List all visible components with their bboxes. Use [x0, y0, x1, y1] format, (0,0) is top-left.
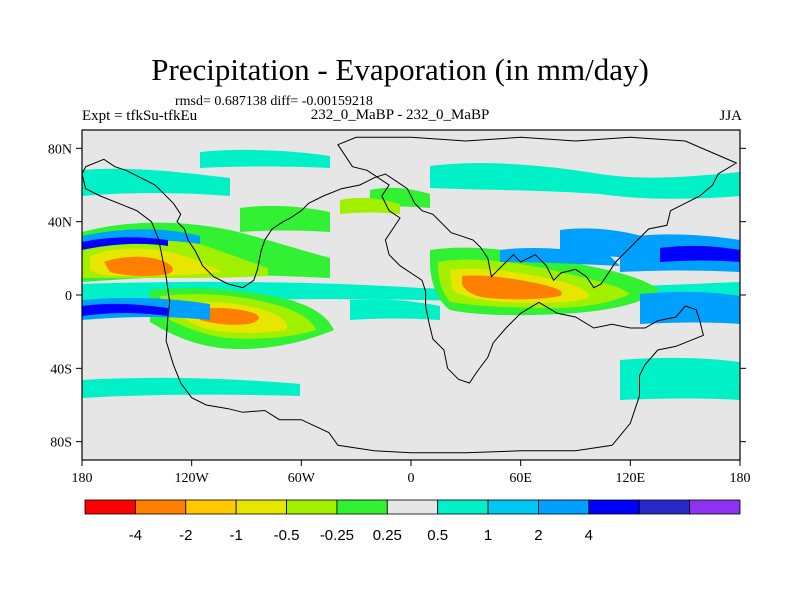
- colorbar-label: 1: [484, 527, 492, 544]
- lat-tick-label: 40N: [48, 216, 72, 231]
- lat-tick-label: 80N: [48, 142, 72, 157]
- lat-tick-label: 40S: [50, 362, 72, 377]
- lon-tick-label: 180: [730, 471, 751, 486]
- lon-tick-label: 0: [408, 471, 415, 486]
- colorbar-label: -1: [229, 527, 242, 544]
- field-patch: [240, 205, 330, 232]
- field-patch: [82, 377, 300, 398]
- lon-tick-label: 60W: [288, 471, 316, 486]
- colorbar-swatch: [437, 499, 489, 515]
- field-patch: [104, 256, 174, 277]
- field-patch: [194, 307, 259, 325]
- colorbar-label: 2: [534, 527, 542, 544]
- latitude-ticks: 80N 40N 0 40S 80S: [48, 142, 746, 451]
- map-area: [82, 130, 740, 460]
- colorbar-swatch: [638, 499, 691, 515]
- lon-tick-label: 180: [72, 471, 93, 486]
- field-patch: [200, 149, 330, 168]
- field-patch: [560, 238, 630, 258]
- colorbar-swatch: [84, 499, 136, 515]
- plot-title: Precipitation - Evaporation (in mm/day): [151, 52, 649, 87]
- stats-line: rmsd= 0.687138 diff= -0.00159218: [175, 94, 373, 109]
- colorbar-swatch: [336, 499, 388, 515]
- colorbar-label: -0.5: [274, 527, 300, 544]
- colorbar-swatch: [588, 499, 640, 515]
- lon-tick-label: 60E: [509, 471, 532, 486]
- lon-tick-label: 120E: [616, 471, 646, 486]
- colorbar-swatch: [286, 499, 338, 515]
- period-label: 232_0_MaBP - 232_0_MaBP: [310, 107, 490, 123]
- colorbar-swatch: [386, 499, 439, 515]
- field-patch: [82, 303, 168, 316]
- colorbar-swatch: [235, 499, 287, 515]
- lat-tick-label: 80S: [50, 436, 72, 451]
- colorbar: -4 -2 -1 -0.5 -0.25 0.25 0.5 1 2 4: [84, 499, 741, 544]
- field-patch: [350, 299, 440, 320]
- colorbar-swatch: [134, 499, 187, 515]
- colorbar-swatch: [689, 499, 741, 515]
- colorbar-label: -2: [179, 527, 192, 544]
- field-layer: [82, 149, 740, 400]
- field-patch: [620, 357, 740, 400]
- colorbar-swatch: [538, 499, 590, 515]
- colorbar-swatch: [487, 499, 539, 515]
- lon-tick-label: 120W: [175, 471, 210, 486]
- experiment-label: Expt = tfkSu-tfkEu: [82, 108, 198, 124]
- colorbar-label: -4: [129, 527, 142, 544]
- colorbar-label: -0.25: [320, 527, 354, 544]
- field-patch: [430, 163, 740, 199]
- colorbar-label: 0.5: [427, 527, 448, 544]
- colorbar-label: 0.25: [373, 527, 402, 544]
- continent-outline: [82, 136, 738, 454]
- longitude-ticks: 180 120W 60W 0 60E 120E 180: [72, 460, 751, 486]
- season-label: JJA: [719, 108, 742, 124]
- field-patch: [82, 237, 168, 250]
- colorbar-label: 4: [585, 527, 593, 544]
- colorbar-swatch: [185, 499, 237, 515]
- field-patch: [82, 168, 230, 196]
- field-patch: [462, 275, 562, 300]
- field-patch: [660, 245, 740, 262]
- lat-tick-label: 0: [65, 289, 72, 304]
